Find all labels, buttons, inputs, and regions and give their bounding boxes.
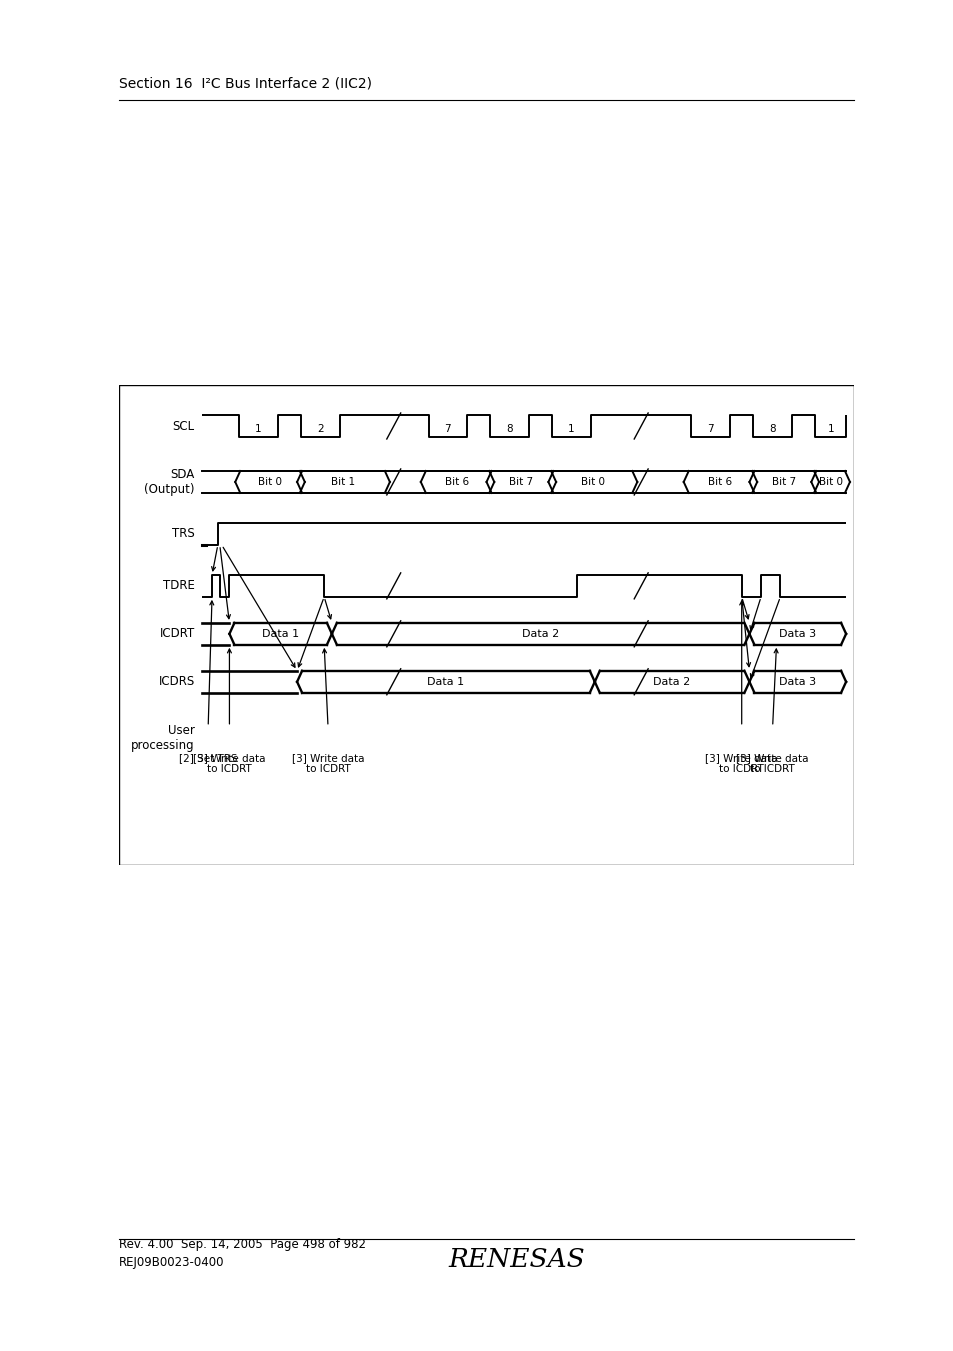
Text: [2] Set TRS: [2] Set TRS bbox=[179, 753, 237, 763]
Text: 2: 2 bbox=[316, 424, 323, 434]
Text: 1: 1 bbox=[826, 424, 833, 434]
Text: SDA
(Output): SDA (Output) bbox=[144, 467, 194, 496]
Text: Bit 0: Bit 0 bbox=[580, 477, 604, 486]
Text: User
processing: User processing bbox=[131, 724, 194, 751]
Text: Rev. 4.00  Sep. 14, 2005  Page 498 of 982: Rev. 4.00 Sep. 14, 2005 Page 498 of 982 bbox=[119, 1239, 366, 1251]
Text: 8: 8 bbox=[768, 424, 775, 434]
Text: Data 3: Data 3 bbox=[779, 677, 816, 686]
Text: Bit 6: Bit 6 bbox=[708, 477, 732, 486]
Text: [3] Write data
to ICDRT: [3] Write data to ICDRT bbox=[193, 753, 265, 774]
Text: 1: 1 bbox=[254, 424, 261, 434]
Text: [3] Write data
to ICDRT: [3] Write data to ICDRT bbox=[292, 753, 364, 774]
Text: Data 1: Data 1 bbox=[427, 677, 464, 686]
Text: SCL: SCL bbox=[172, 420, 194, 432]
Text: Bit 0: Bit 0 bbox=[818, 477, 841, 486]
Text: Data 2: Data 2 bbox=[653, 677, 690, 686]
Text: Bit 1: Bit 1 bbox=[331, 477, 355, 486]
Text: Data 1: Data 1 bbox=[262, 628, 299, 639]
Text: [3] Write data
to ICDRT: [3] Write data to ICDRT bbox=[704, 753, 777, 774]
Text: ICDRT: ICDRT bbox=[159, 627, 194, 640]
Text: TDRE: TDRE bbox=[163, 580, 194, 592]
Text: Data 2: Data 2 bbox=[521, 628, 558, 639]
Text: Section 16  I²C Bus Interface 2 (IIC2): Section 16 I²C Bus Interface 2 (IIC2) bbox=[119, 77, 372, 91]
Text: 7: 7 bbox=[444, 424, 451, 434]
Text: ICDRS: ICDRS bbox=[158, 676, 194, 688]
Text: 7: 7 bbox=[707, 424, 714, 434]
Text: Bit 0: Bit 0 bbox=[257, 477, 282, 486]
Text: [3] Write data
to ICDRT: [3] Write data to ICDRT bbox=[736, 753, 808, 774]
Text: Data 3: Data 3 bbox=[779, 628, 816, 639]
Text: REJ09B0023-0400: REJ09B0023-0400 bbox=[119, 1256, 225, 1269]
Text: RENESAS: RENESAS bbox=[448, 1247, 584, 1271]
Text: Bit 6: Bit 6 bbox=[445, 477, 469, 486]
Text: 8: 8 bbox=[506, 424, 513, 434]
Text: Bit 7: Bit 7 bbox=[771, 477, 796, 486]
Text: Bit 7: Bit 7 bbox=[509, 477, 533, 486]
Text: 1: 1 bbox=[568, 424, 575, 434]
Text: TRS: TRS bbox=[172, 527, 194, 540]
